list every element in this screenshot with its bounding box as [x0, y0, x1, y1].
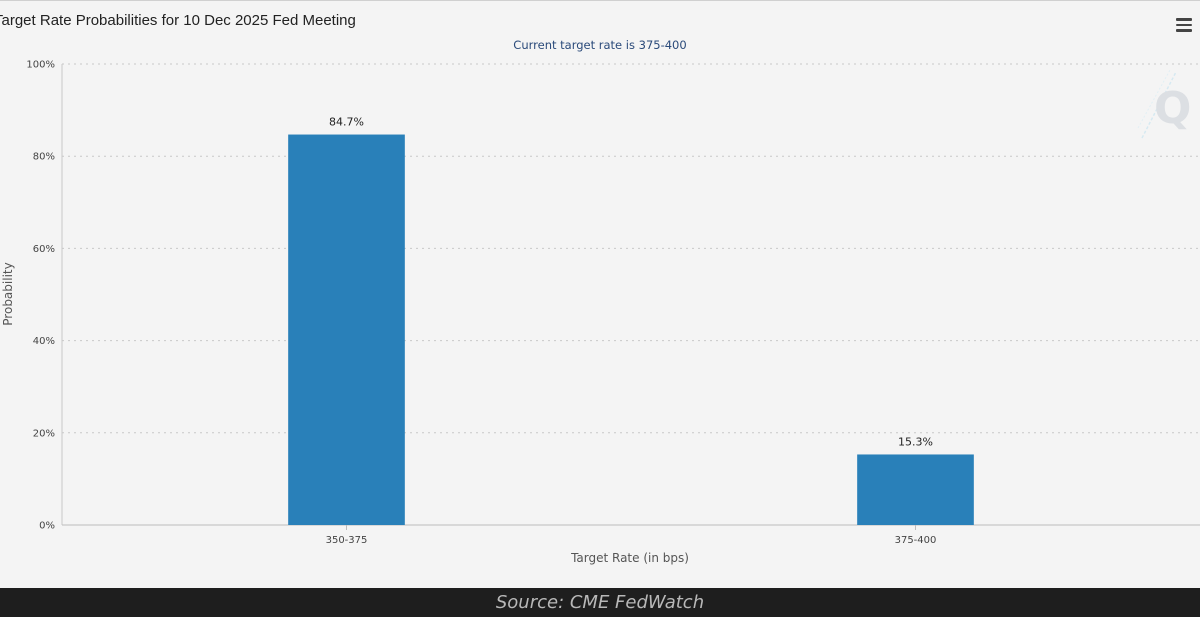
bar-350-375[interactable]	[288, 134, 405, 525]
source-footer: Source: CME FedWatch	[0, 588, 1200, 617]
labels: 0% 20% 40% 60% 80% 100% 84.7% 350-375 15.3% 375-4…	[26, 60, 936, 547]
x-tick-label: 350-375	[326, 535, 368, 546]
bars	[288, 134, 974, 525]
chart-plot: Q 0% 20% 40% 60% 80% 100% 84.7% 350-375 15.3% 375…	[1, 60, 1200, 565]
y-tick-label: 80%	[33, 152, 55, 163]
panel-top-border	[0, 0, 1200, 1]
y-tick-label: 60%	[33, 244, 55, 255]
data-label: 15.3%	[898, 435, 933, 448]
svg-text:Q: Q	[1154, 83, 1191, 134]
data-label: 84.7%	[329, 116, 364, 129]
source-text: Source: CME FedWatch	[495, 592, 705, 613]
bar-375-400[interactable]	[857, 454, 974, 525]
y-axis-title: Probability	[1, 262, 15, 325]
chart-subtitle: Current target rate is 375-400	[513, 38, 687, 52]
y-tick-label: 40%	[33, 336, 55, 347]
quantinsti-q-logo-icon: Q	[1137, 69, 1191, 139]
grid-lines	[62, 63, 1200, 434]
hamburger-menu-icon[interactable]	[1176, 18, 1194, 34]
y-tick-label: 100%	[26, 60, 55, 71]
x-tick-label: 375-400	[895, 535, 937, 546]
y-tick-label: 20%	[33, 428, 55, 439]
axes	[61, 64, 1200, 530]
y-tick-label: 0%	[39, 521, 55, 532]
chart-panel: Target Rate Probabilities for 10 Dec 202…	[0, 0, 1200, 565]
x-axis-title: Target Rate (in bps)	[570, 551, 689, 565]
chart-title: Target Rate Probabilities for 10 Dec 202…	[0, 12, 356, 29]
